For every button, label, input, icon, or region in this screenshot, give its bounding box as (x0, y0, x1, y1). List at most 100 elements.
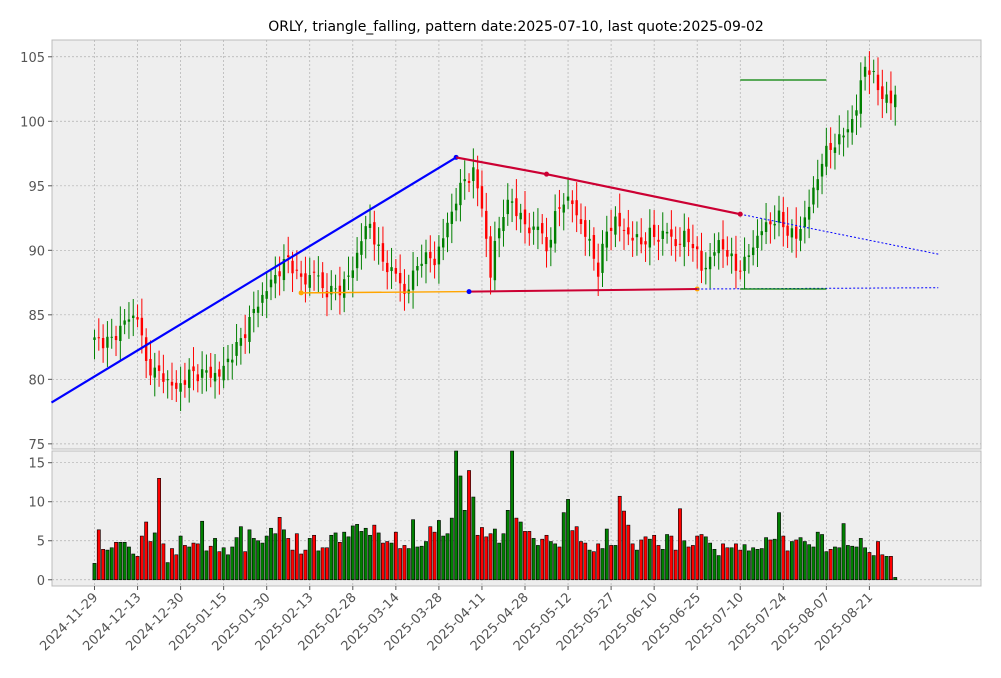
candle-body (287, 255, 290, 258)
candle-body (855, 110, 858, 116)
volume-bar (695, 535, 700, 581)
volume-bar (802, 541, 807, 581)
volume-bar (273, 533, 278, 581)
volume-bar (376, 532, 381, 581)
volume-bar (643, 536, 648, 581)
candle-body (97, 337, 101, 339)
candle-body (790, 228, 794, 238)
volume-tick-label: 10 (28, 496, 45, 511)
candle-body (596, 262, 600, 277)
volume-bar (294, 533, 299, 581)
volume-bar (893, 577, 898, 581)
candle-body (510, 201, 514, 203)
volume-bar (820, 534, 824, 581)
volume-bar (359, 531, 364, 581)
candle-body (243, 334, 247, 339)
volume-bar (781, 535, 786, 581)
candle-body (519, 212, 522, 220)
volume-bar (454, 450, 459, 581)
volume-bar (467, 470, 471, 581)
candle-body (411, 270, 415, 290)
volume-bar (415, 546, 420, 581)
volume-bar (174, 554, 179, 581)
candle-body (239, 338, 243, 346)
volume-bar (764, 537, 768, 581)
candle-body (274, 275, 277, 284)
candle-body (799, 229, 802, 241)
volume-bar (441, 535, 446, 581)
candle-body (721, 239, 725, 250)
volume-bar (544, 534, 549, 581)
volume-bar (523, 531, 527, 581)
candle-body (364, 226, 367, 240)
candle-body (833, 147, 837, 153)
candle-body (463, 179, 466, 182)
volume-bar (217, 551, 222, 581)
candle-body (881, 86, 884, 100)
volume-bar (195, 543, 200, 581)
volume-bar (398, 548, 403, 581)
volume-bar (445, 533, 450, 581)
candle-body (631, 237, 634, 241)
resistance-extension (740, 213, 939, 255)
price-tick-label: 100 (20, 115, 45, 130)
candle-body (807, 206, 811, 220)
candle-body (678, 243, 682, 245)
candle-body (231, 359, 234, 363)
volume-bar (746, 550, 751, 581)
candle-body (820, 163, 824, 177)
candle-body (114, 336, 118, 341)
candle-body (614, 216, 617, 235)
candle-body (627, 227, 630, 235)
candle-body (609, 227, 613, 231)
date-axis: 2024-11-292024-12-132024-12-302025-01-15… (37, 586, 876, 654)
volume-bar (678, 508, 682, 581)
candle-body (256, 306, 260, 313)
volume-bar (333, 532, 338, 581)
volume-bar (561, 512, 566, 581)
candle-body (751, 247, 755, 256)
candle-body (101, 337, 105, 349)
candle-body (200, 369, 204, 378)
candle-body (700, 250, 703, 271)
candle-body (549, 239, 553, 248)
candle-body (863, 66, 867, 77)
volume-bar (794, 539, 799, 581)
candle-body (592, 235, 596, 259)
candle-body (777, 210, 781, 223)
candle-body (179, 383, 182, 392)
candle-body (472, 167, 475, 182)
candle-body (269, 279, 273, 288)
candle-body (515, 198, 518, 217)
candle-body (493, 240, 497, 281)
volume-bar (342, 531, 347, 581)
volume-bar (144, 521, 149, 581)
volume-bar (837, 547, 842, 581)
candle-body (226, 358, 230, 363)
volume-bar (200, 520, 205, 581)
candle-body (183, 380, 187, 385)
candle-body (769, 221, 772, 225)
volume-bar (238, 526, 243, 581)
volume-bar (325, 547, 329, 581)
candle-body (373, 222, 376, 245)
volume-bar (738, 549, 743, 581)
candle-body (489, 236, 492, 278)
candle-body (355, 252, 359, 269)
volume-bar (673, 549, 678, 581)
volume-bar (148, 541, 153, 581)
candle-body (635, 234, 639, 238)
candle-body (657, 239, 660, 242)
candle-body (360, 241, 363, 255)
volume-bar (480, 527, 484, 581)
candles (93, 51, 897, 412)
volume-bar (527, 531, 532, 581)
volume-bar (385, 541, 390, 581)
volume-bar (393, 531, 398, 581)
volume-bar (703, 536, 708, 581)
volume-bar (475, 534, 480, 581)
volume-bar (204, 550, 209, 581)
resistance-point (737, 211, 743, 217)
candle-body (132, 315, 135, 319)
volume-bar (165, 562, 170, 581)
